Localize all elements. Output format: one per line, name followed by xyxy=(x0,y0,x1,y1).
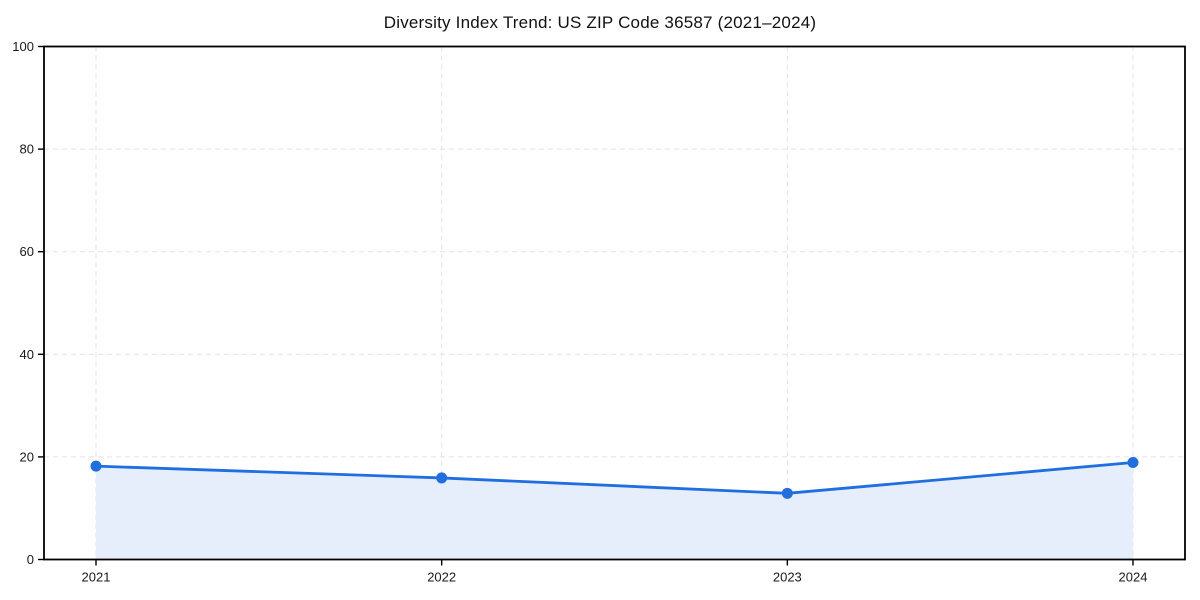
y-axis-tick-label: 40 xyxy=(20,347,34,362)
data-point-2024 xyxy=(1127,457,1139,469)
chart-title: Diversity Index Trend: US ZIP Code 36587… xyxy=(383,13,817,32)
y-axis-tick-label: 60 xyxy=(20,244,34,259)
y-axis-tick-label: 80 xyxy=(20,142,34,157)
y-axis-tick-label: 0 xyxy=(27,552,34,567)
trend-line xyxy=(94,461,1135,495)
plot-border xyxy=(43,45,1186,561)
y-axis-tick-label: 100 xyxy=(12,39,34,54)
y-axis-tick-label: 20 xyxy=(20,449,34,464)
x-axis-tick-label: 2023 xyxy=(773,570,802,585)
data-point-2023 xyxy=(781,487,793,499)
x-axis-tick-label: 2024 xyxy=(1119,570,1148,585)
x-axis-tick-label: 2022 xyxy=(427,570,456,585)
data-point-2021 xyxy=(90,460,102,472)
data-point-2022 xyxy=(436,472,448,484)
x-axis-tick-label: 2021 xyxy=(82,570,111,585)
